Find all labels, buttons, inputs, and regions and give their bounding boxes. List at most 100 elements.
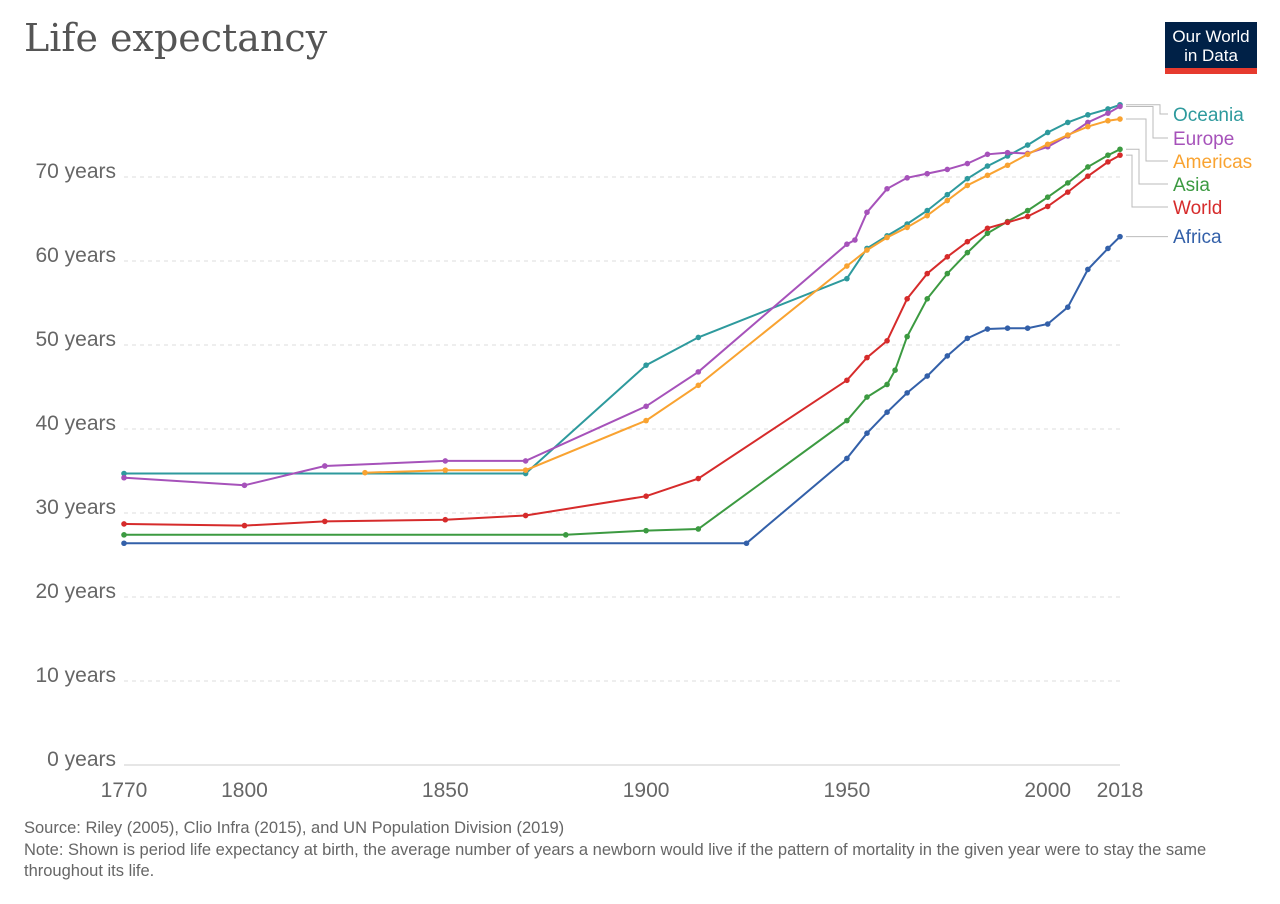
data-point-asia: [695, 526, 702, 532]
data-point-asia: [643, 527, 649, 534]
data-point-africa: [844, 455, 850, 462]
y-tick-label: 70 years: [35, 160, 116, 183]
y-tick-label: 30 years: [35, 496, 116, 519]
data-point-asia: [1064, 180, 1071, 186]
data-point-africa: [743, 540, 750, 547]
data-point-europe: [695, 369, 702, 375]
data-point-oceania: [1064, 119, 1071, 126]
legend-label-asia: Asia: [1173, 175, 1210, 196]
data-point-asia: [904, 333, 910, 340]
data-point-europe: [322, 463, 328, 469]
legend-label-africa: Africa: [1173, 227, 1222, 248]
data-point-europe: [1117, 103, 1123, 110]
chart-title: Life expectancy: [24, 16, 328, 60]
data-point-africa: [121, 540, 127, 547]
data-point-americas: [904, 224, 910, 231]
data-point-americas: [864, 247, 870, 253]
data-point-africa: [984, 326, 991, 332]
data-point-americas: [1105, 117, 1111, 124]
data-point-oceania: [964, 175, 971, 182]
data-point-asia: [1024, 207, 1031, 214]
x-tick-label: 1770: [101, 779, 148, 802]
data-point-africa: [904, 390, 910, 396]
data-point-americas: [1004, 162, 1011, 169]
data-point-europe: [944, 166, 951, 173]
logo-bar: [1165, 68, 1257, 74]
data-point-africa: [964, 335, 971, 342]
data-point-world: [1064, 189, 1071, 195]
series-line-africa: [124, 235, 1121, 545]
data-point-asia: [964, 249, 971, 256]
data-point-europe: [643, 403, 649, 410]
data-point-world: [944, 253, 951, 260]
data-point-asia: [1105, 152, 1111, 158]
legend-connector: [1126, 148, 1168, 185]
data-point-europe: [904, 175, 910, 181]
legend-connector: [1126, 154, 1168, 208]
data-point-world: [904, 296, 910, 302]
data-point-world: [442, 516, 449, 523]
legend-connector: [1126, 105, 1168, 139]
data-point-europe: [1004, 149, 1011, 156]
data-point-asia: [884, 381, 890, 388]
data-point-oceania: [984, 163, 991, 169]
data-point-europe: [924, 170, 931, 177]
data-point-world: [1117, 152, 1123, 158]
data-point-world: [844, 377, 850, 384]
x-tick-label: 2000: [1024, 779, 1071, 802]
data-point-asia: [1085, 164, 1091, 170]
note-text: Note: Shown is period life expectancy at…: [24, 841, 1207, 880]
data-point-europe: [1085, 119, 1091, 126]
data-point-world: [924, 270, 931, 277]
data-point-oceania: [643, 362, 649, 368]
owid-logo[interactable]: Our World in Data: [1165, 22, 1257, 74]
data-point-world: [864, 354, 870, 361]
data-point-americas: [844, 263, 850, 269]
logo-text: Our World in Data: [1172, 27, 1250, 65]
data-point-europe: [442, 458, 449, 464]
data-point-asia: [864, 394, 870, 400]
data-point-asia: [924, 296, 931, 302]
data-point-asia: [892, 367, 898, 374]
data-point-americas: [1044, 141, 1051, 148]
data-point-americas: [944, 197, 951, 204]
data-point-world: [984, 225, 991, 232]
data-point-europe: [241, 482, 248, 489]
legend-connector: [1126, 118, 1168, 162]
y-tick-label: 0 years: [47, 748, 116, 771]
data-point-oceania: [844, 275, 850, 282]
data-point-asia: [1044, 194, 1051, 200]
data-point-world: [1024, 213, 1031, 220]
data-point-world: [1004, 219, 1011, 226]
data-point-oceania: [924, 207, 931, 214]
data-point-americas: [1085, 123, 1091, 130]
data-point-africa: [944, 353, 951, 359]
data-point-europe: [844, 241, 850, 247]
data-point-world: [1105, 159, 1111, 165]
data-point-africa: [1024, 325, 1031, 332]
series-line-asia: [124, 148, 1121, 536]
data-point-americas: [1117, 116, 1123, 122]
data-point-africa: [884, 409, 890, 416]
series-line-americas: [364, 118, 1121, 474]
data-point-world: [1044, 203, 1051, 210]
x-tick-label: 1800: [221, 779, 268, 802]
data-point-americas: [695, 382, 702, 389]
data-point-world: [1085, 173, 1091, 179]
legend-connector: [1126, 104, 1168, 115]
legend-label-oceania: Oceania: [1173, 105, 1244, 126]
y-tick-label: 50 years: [35, 328, 116, 351]
data-point-africa: [1085, 266, 1091, 273]
data-point-americas: [362, 469, 368, 476]
data-point-asia: [562, 532, 569, 538]
data-point-world: [322, 518, 328, 525]
data-point-europe: [852, 237, 858, 243]
data-point-world: [241, 522, 248, 529]
data-point-europe: [522, 458, 529, 464]
data-point-europe: [864, 209, 870, 216]
data-point-americas: [643, 417, 649, 424]
data-point-africa: [1004, 325, 1011, 332]
source-text: Source: Riley (2005), Clio Infra (2015),…: [24, 819, 565, 837]
data-point-africa: [1064, 304, 1071, 311]
data-point-americas: [924, 212, 931, 219]
